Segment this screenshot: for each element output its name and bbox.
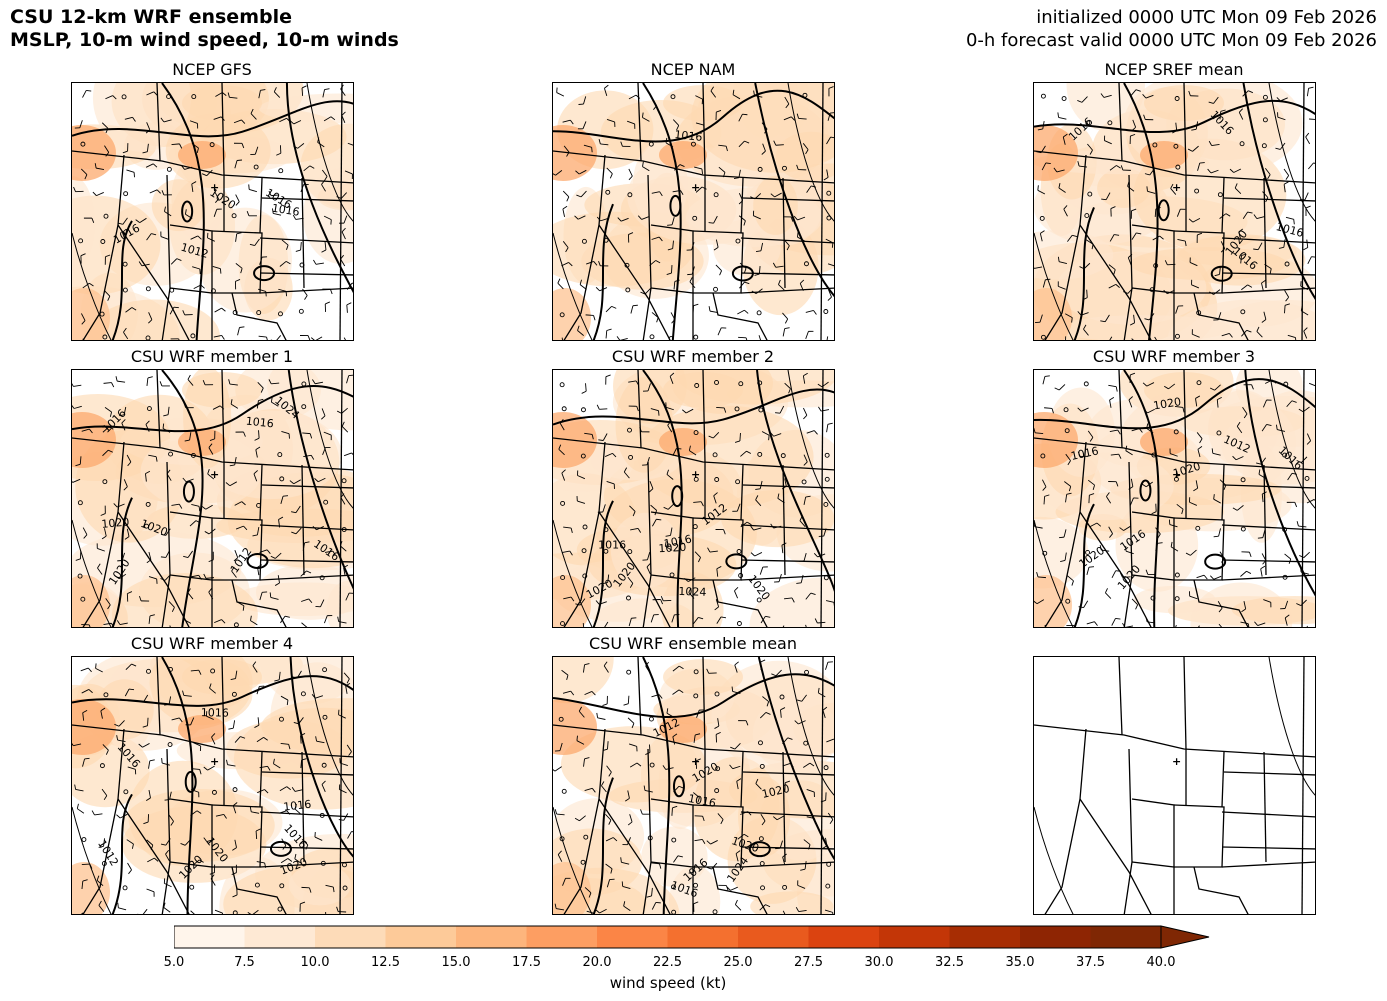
valid-time: 0-h forecast valid 0000 UTC Mon 09 Feb 2… [965, 30, 1377, 51]
map-panel-nam: 1016 + [552, 82, 835, 341]
colorbar-tick-label: 32.5 [935, 955, 964, 970]
isobar-label: 1012 [95, 838, 121, 869]
init-time: initialized 0000 UTC Mon 09 Feb 2026 [1036, 7, 1377, 28]
colorbar-segment [456, 926, 527, 948]
colorbar-frame [174, 925, 1161, 949]
map-svg: 1016 + [553, 83, 834, 340]
forecast-info: initialized 0000 UTC Mon 09 Feb 2026 0-h… [966, 6, 1377, 52]
map-panel-member1: 1016 1012 1016 1024 1016 1020 1020 1020 + [71, 369, 354, 628]
colorbar-extend-arrow [1160, 925, 1210, 949]
colorbar [174, 925, 1210, 949]
isobar-label: 1016 [245, 415, 274, 431]
station-marker: + [210, 755, 219, 768]
colorbar-tick-label: 27.5 [794, 955, 823, 970]
map-panel-sref: 1016 1016 1020 1016 1016 + [1033, 82, 1316, 341]
colorbar-segment [597, 926, 668, 948]
station-marker: + [1172, 468, 1181, 481]
station-marker: + [210, 468, 219, 481]
colorbar-segment [385, 926, 457, 948]
station-marker: + [1172, 181, 1181, 194]
panel-title-ensmean: CSU WRF ensemble mean [588, 634, 797, 653]
map-panel-gfs: 1016 1016 1012 1016 1020 + [71, 82, 354, 341]
map-panel-blank: + [1033, 656, 1316, 915]
colorbar-tick-label: 12.5 [371, 955, 400, 970]
colorbar-tick-label: 37.5 [1076, 955, 1105, 970]
colorbar-tick-label: 5.0 [163, 955, 185, 970]
colorbar-tick-label: 10.0 [300, 955, 330, 970]
panel-title-member4: CSU WRF member 4 [130, 634, 294, 653]
colorbar-segment [244, 926, 316, 948]
isobar-label: 1020 [101, 515, 130, 530]
isobar-label: 1016 [1275, 220, 1305, 240]
colorbar-tick-label: 20.0 [582, 955, 612, 970]
map-panel-member3: 1012 1020 1016 1020 1016 1016 1020 1020 + [1033, 369, 1316, 628]
colorbar-segment [667, 926, 739, 948]
colorbar-segment [174, 926, 245, 948]
station-marker: + [691, 181, 700, 194]
station-marker: + [210, 181, 219, 194]
isobar-label: 1024 [678, 585, 706, 599]
isobar-label: 1016 [598, 538, 626, 551]
panel-title-member2: CSU WRF member 2 [611, 347, 775, 366]
colorbar-segment [808, 926, 880, 948]
isobar-label: 1020 [658, 541, 687, 555]
colorbar-tick-label: 40.0 [1146, 955, 1176, 970]
colorbar-segment [949, 926, 1021, 948]
station-marker: + [1172, 755, 1181, 768]
panel-title-sref: NCEP SREF mean [1104, 60, 1244, 79]
map-panel-member4: 1012 1016 1020 1016 1020 1016 1020 1016 + [71, 656, 354, 915]
isobar-label: 1016 [663, 532, 693, 550]
panel-title-gfs: NCEP GFS [172, 60, 252, 79]
panel-title-member3: CSU WRF member 3 [1092, 347, 1256, 366]
panel-title-member1: CSU WRF member 1 [130, 347, 294, 366]
station-marker: + [691, 755, 700, 768]
map-panel-member2: 1016 1012 1016 1024 1020 1020 1020 1020 + [552, 369, 835, 628]
colorbar-title: wind speed (kt) [609, 974, 727, 992]
isobar-label: 1016 [283, 798, 312, 814]
figure-title: CSU 12-km WRF ensemble MSLP, 10-m wind s… [10, 6, 399, 52]
panel-title-nam: NCEP NAM [650, 60, 736, 79]
colorbar-tick-label: 15.0 [441, 955, 471, 970]
colorbar-segment [526, 926, 598, 948]
title-line-2: MSLP, 10-m wind speed, 10-m winds [10, 29, 399, 51]
colorbar-segment [315, 926, 386, 948]
colorbar-tick-label: 7.5 [234, 955, 255, 970]
colorbar-tick-label: 25.0 [723, 955, 753, 970]
isobar-label: 1016 [201, 706, 229, 719]
colorbar-segment [879, 926, 950, 948]
isobar-label: 1020 [761, 782, 791, 801]
colorbar-segment [738, 926, 809, 948]
title-line-1: CSU 12-km WRF ensemble [10, 6, 292, 28]
isobar-label: 1016 [1070, 444, 1100, 463]
map-svg: + [1034, 657, 1315, 914]
station-marker: + [691, 468, 700, 481]
colorbar-tick-label: 22.5 [653, 955, 682, 970]
colorbar-tick-label: 30.0 [864, 955, 894, 970]
colorbar-segment [1090, 926, 1162, 948]
colorbar-tick-label: 35.0 [1005, 955, 1035, 970]
isobar-label: 1016 [687, 792, 717, 810]
isobar-label: 1016 [674, 128, 703, 144]
colorbar-tick-label: 17.5 [512, 955, 541, 970]
map-panel-ensmean: 1012 1016 1020 1016 1020 1024 1016 1020 + [552, 656, 835, 915]
colorbar-segment [1020, 926, 1091, 948]
isobar-label: 1020 [1152, 395, 1182, 412]
